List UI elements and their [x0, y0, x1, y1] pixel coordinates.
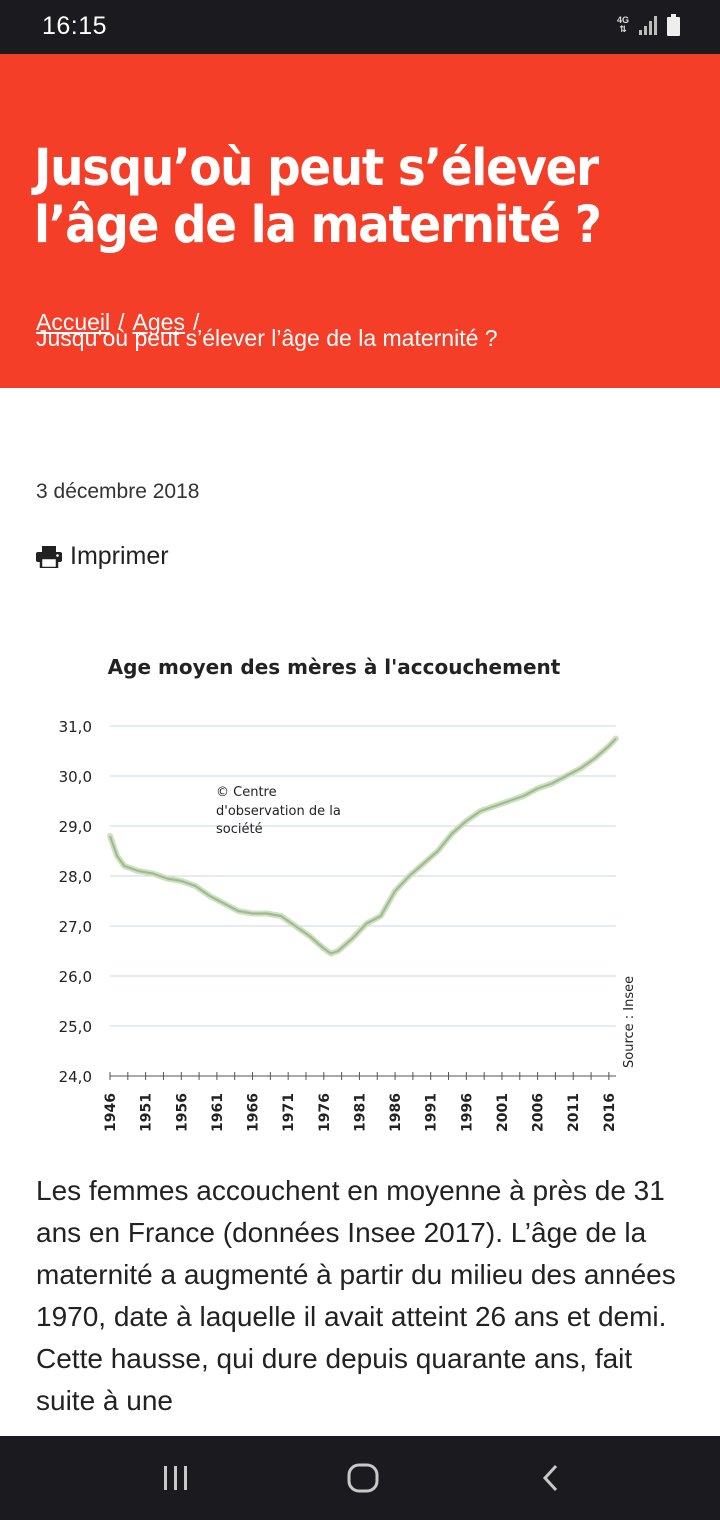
x-tick-label: 1961	[210, 1093, 226, 1132]
breadcrumb-current: Jusqu’où peut s’élever l’âge de la mater…	[36, 325, 498, 351]
breadcrumb-ages-link[interactable]: Ages	[132, 309, 185, 335]
page-title: Jusqu’où peut s’élever l’âge de la mater…	[34, 139, 602, 255]
y-tick-label: 26,0	[59, 968, 92, 986]
signal-icon	[639, 15, 657, 35]
page-header: Jusqu’où peut s’élever l’âge de la mater…	[0, 54, 720, 388]
x-tick-label: 1946	[103, 1093, 119, 1132]
x-tick-label: 2011	[566, 1093, 582, 1132]
x-tick-label: 1991	[424, 1093, 440, 1132]
x-tick-label: 1996	[459, 1093, 475, 1132]
recent-apps-icon	[164, 1466, 187, 1490]
series-line	[108, 737, 617, 955]
breadcrumb-home-link[interactable]: Accueil	[36, 309, 111, 335]
print-button[interactable]: Imprimer	[36, 542, 169, 571]
back-icon	[542, 1464, 558, 1492]
chart-annotation-line1: © Centre	[216, 785, 277, 800]
x-tick-label: 1956	[174, 1093, 190, 1132]
x-tick-label: 1981	[352, 1093, 368, 1132]
breadcrumb: Accueil / Ages / Jusqu’où peut s’élever l’â…	[36, 310, 498, 350]
status-time: 16:15	[42, 12, 108, 40]
breadcrumb-separator: /	[118, 309, 125, 335]
back-button[interactable]	[490, 1436, 610, 1520]
chart-annotation-line3: société	[216, 822, 263, 837]
network-type: 4G ⇅	[616, 15, 629, 34]
x-tick-label: 1971	[281, 1093, 297, 1132]
y-tick-label: 30,0	[59, 768, 92, 786]
y-tick-label: 29,0	[59, 818, 92, 836]
home-icon	[347, 1463, 379, 1493]
y-tick-label: 27,0	[59, 918, 92, 936]
chart-source: Source : Insee	[622, 976, 637, 1068]
y-tick-label: 25,0	[59, 1018, 92, 1036]
chart-svg: Age moyen des mères à l'accouchement 24,…	[59, 655, 637, 1132]
chart: Age moyen des mères à l'accouchement 24,…	[36, 640, 676, 1140]
x-tick-label: 2001	[495, 1093, 511, 1132]
status-bar: 16:15 4G ⇅	[0, 0, 720, 54]
status-icons: 4G ⇅	[617, 14, 680, 36]
printer-icon	[36, 545, 62, 568]
navigation-bar	[0, 1436, 720, 1520]
y-tick-label: 31,0	[59, 718, 92, 736]
chart-annotation-line2: d'observation de la	[216, 804, 341, 819]
recent-apps-button[interactable]	[116, 1436, 236, 1520]
battery-icon	[667, 14, 680, 36]
x-tick-label: 1976	[317, 1093, 333, 1132]
series-line-glow	[107, 735, 619, 957]
y-tick-label: 28,0	[59, 868, 92, 886]
home-button[interactable]	[303, 1436, 423, 1520]
x-tick-label: 1966	[246, 1093, 262, 1132]
x-tick-label: 2016	[602, 1093, 618, 1132]
y-tick-label: 24,0	[59, 1068, 92, 1086]
x-tick-label: 1986	[388, 1093, 404, 1132]
x-tick-label: 2006	[531, 1093, 547, 1132]
chart-title: Age moyen des mères à l'accouchement	[108, 655, 561, 679]
publish-date: 3 décembre 2018	[36, 480, 200, 503]
breadcrumb-separator: /	[192, 309, 200, 335]
print-label: Imprimer	[70, 542, 169, 570]
x-tick-label: 1951	[139, 1093, 155, 1132]
article-body: Les femmes accouchent en moyenne à près …	[36, 1175, 676, 1416]
